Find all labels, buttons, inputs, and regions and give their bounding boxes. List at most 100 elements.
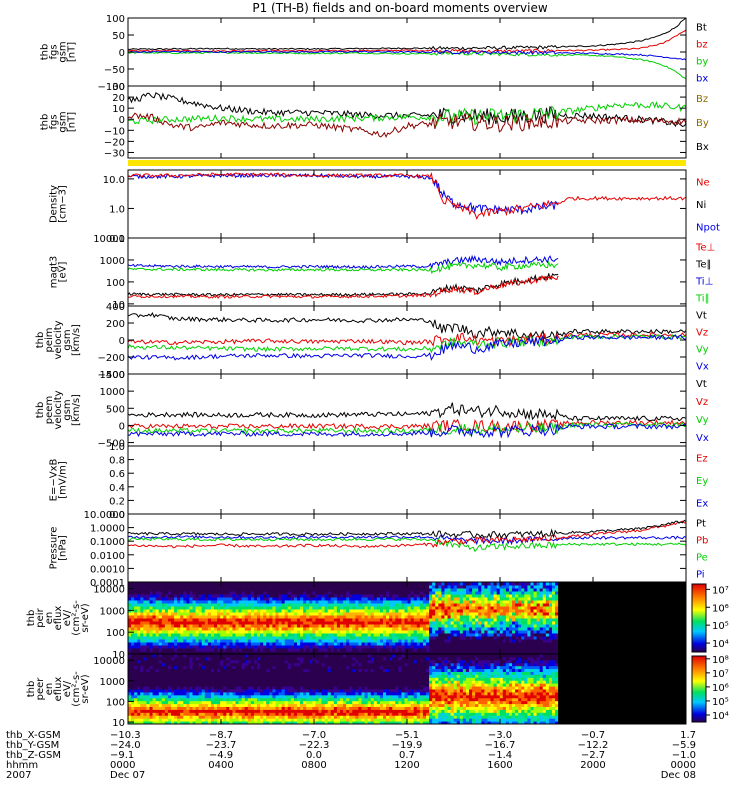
y-tick-label: 50 [112, 31, 125, 42]
y-tick-label: 10000 [93, 585, 125, 596]
series-p8 [128, 519, 686, 553]
x-row-value: −2.7 [581, 750, 605, 761]
legend-entry: Pt [696, 519, 706, 530]
y-tick-label: 0.1 [109, 234, 125, 245]
y-tick-label: 200 [106, 319, 125, 330]
series-line-by [128, 51, 686, 80]
colorbar-p9: 10⁷ 10⁶ 10⁵ 10⁴ [691, 583, 729, 653]
colorbar-label: 10⁷ [712, 585, 729, 596]
legend-entry: Ey [696, 476, 708, 487]
panel-p5: Vt Vz Vy Vx 400 200 0 −200 −400 thbpeimvelocitygs… [35, 302, 709, 381]
legend-entry: Ez [696, 453, 708, 464]
y-tick-label: 1000 [100, 677, 125, 688]
series-line-Vt [128, 312, 686, 341]
y-tick-label: 100 [106, 14, 125, 25]
colorbar-label: 10⁶ [712, 683, 729, 694]
y-tick-label: 100 [106, 278, 125, 289]
x-row-value: −4.9 [209, 750, 233, 761]
y-tick-label: 100 [106, 628, 125, 639]
status-bar [128, 160, 686, 166]
y-tick-label: 20 [112, 93, 125, 104]
y-ticks-p9: 10000 1000 100 10 [93, 585, 686, 661]
y-ticks-p4: 10000 1000 100 10 [93, 234, 686, 311]
legend-entry: Ne [696, 177, 710, 188]
legend-entry: Vz [696, 328, 708, 339]
series-line-Vz [128, 331, 686, 348]
colorbar-label: 10⁶ [712, 603, 729, 614]
x-row-value: 0400 [208, 760, 233, 771]
x-axis-labels: thb_X-GSM −10.3 −8.7 −7.0 −5.1 −3.0 −0.7 1.7 thb… [6, 730, 696, 781]
colorbar-label: 10⁴ [712, 639, 729, 650]
y-axis-label: thbfgsgsm[nT] [40, 111, 78, 132]
series-line-Te⊥ [128, 274, 559, 299]
colorbar-label: 10⁸ [712, 655, 729, 666]
legend-entry: Pi [696, 570, 705, 581]
series-line-Pb [128, 520, 686, 549]
y-ticks-p6: 1500 1000 500 0 −500 [98, 370, 686, 450]
y-tick-label: 0.1000 [90, 537, 125, 548]
legend-p4: Te⊥ Te∥ Ti⊥ Ti∥ [695, 243, 715, 305]
x-row-value: 0800 [301, 760, 326, 771]
y-ticks-p7: 1.0 0.8 0.6 0.4 0.2 0.0 [109, 442, 686, 521]
legend-entry: By [696, 118, 709, 129]
series-line-Vt [128, 402, 686, 422]
x-row-value: −10.3 [110, 730, 141, 741]
y-tick-label: 10000 [93, 234, 125, 245]
legend-entry: Pe [696, 553, 708, 564]
legend-entry: Ni [696, 200, 706, 211]
legend-entry: Npot [696, 223, 720, 234]
x-row-value: −7.0 [302, 730, 326, 741]
panel-frame [127, 169, 687, 239]
x-row-value: −0.7 [581, 730, 605, 741]
y-tick-label: 0.0010 [90, 564, 125, 575]
panel-p3: Ne Ni Npot 10.0 1.0 0.1 Density[cm−3] [49, 169, 720, 245]
series-line-Pi [128, 534, 686, 546]
series-p4 [128, 254, 559, 299]
x-row-name: thb_X-GSM [6, 730, 61, 741]
no-data-region [558, 654, 686, 724]
legend-p2: Bz By Bx [696, 94, 709, 153]
y-tick-label: 0.4 [109, 483, 125, 494]
x-row-value: 1200 [394, 760, 419, 771]
legend-entry: Vz [696, 397, 708, 408]
legend-p5: Vt Vz Vy Vx [696, 311, 709, 373]
series-line-Vy [128, 421, 686, 436]
x-row-value: −12.2 [578, 740, 609, 751]
x-row-value: 1.7 [680, 730, 696, 741]
panel-frame [127, 445, 687, 515]
figure-title: P1 (TH-B) fields and on-board moments ov… [252, 1, 548, 15]
x-row-value: 2000 [580, 760, 605, 771]
y-tick-label: 1000 [100, 606, 125, 617]
x-row-value: 0.7 [399, 750, 415, 761]
y-ticks-p10: 10000 1000 100 10 [93, 656, 686, 729]
x-row-value: 0000 [110, 760, 135, 771]
legend-p8: Pt Pb Pe Pi [696, 519, 708, 581]
x-row-value: −8.7 [209, 730, 233, 741]
legend-entry: Ti∥ [695, 294, 710, 305]
legend-entry: by [696, 57, 708, 68]
y-axis-label: thbpeimvelocitygsm[km/s] [35, 320, 82, 359]
y-tick-label: 1000 [100, 256, 125, 267]
y-tick-label: 1500 [100, 370, 125, 381]
series-line-Bz [128, 101, 686, 127]
x-row-value: −9.1 [110, 750, 134, 761]
y-axis-label: E=−VxB[mV/m] [49, 459, 69, 502]
panels-layer: Btbzbybx100500−50−100thbfgsgsm[nT]BzByBx… [26, 14, 729, 729]
x-row-name: thb_Z-GSM [6, 750, 61, 761]
x-row-value: −19.9 [392, 740, 423, 751]
y-axis-label: Pressure[nPa] [49, 527, 69, 570]
x-row-value: −3.0 [488, 730, 512, 741]
legend-entry: Bt [696, 23, 707, 34]
x-row-value: 0.0 [306, 750, 322, 761]
y-axis-label: thbpeerenefluxeV/(cm²-s-sr-eV) [26, 671, 91, 707]
y-tick-label: 10.0 [103, 175, 125, 186]
y-tick-label: 1.0000 [90, 524, 125, 535]
legend-p7: Ez Ey Ex [696, 453, 708, 509]
panel-p8: Pt Pb Pe Pi 10.0000 1.0000 0.1000 0.0100 0.0010 0… [49, 510, 709, 589]
y-tick-label: 10 [112, 650, 125, 661]
legend-p1: Bt bz by bx [696, 23, 708, 85]
y-tick-label: 0 [119, 336, 125, 347]
series-line-bz [128, 29, 686, 54]
series-line-Vx [128, 422, 686, 439]
colorbar-p10: 10⁸ 10⁷ 10⁶ 10⁵ 10⁴ [691, 655, 729, 723]
